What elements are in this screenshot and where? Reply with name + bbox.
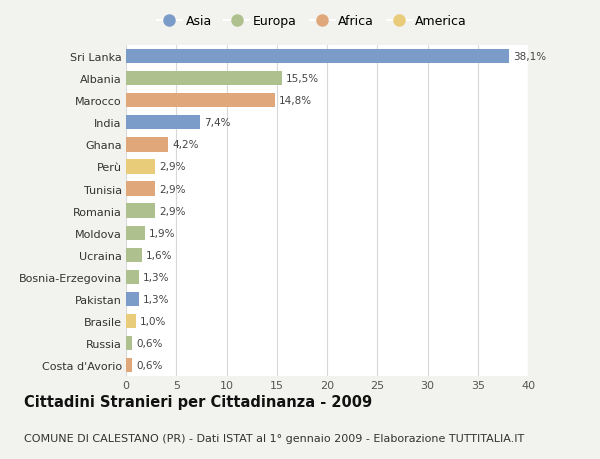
- Text: 0,6%: 0,6%: [136, 338, 163, 348]
- Bar: [126, 160, 155, 174]
- Text: Cittadini Stranieri per Cittadinanza - 2009: Cittadini Stranieri per Cittadinanza - 2…: [24, 394, 372, 409]
- Text: 1,0%: 1,0%: [140, 316, 166, 326]
- Bar: [126, 248, 142, 263]
- Text: 14,8%: 14,8%: [279, 96, 312, 106]
- Text: 2,9%: 2,9%: [159, 184, 185, 194]
- Bar: [126, 138, 168, 152]
- Bar: [126, 204, 155, 218]
- Bar: [126, 94, 275, 108]
- Bar: [126, 358, 132, 373]
- Text: 7,4%: 7,4%: [205, 118, 231, 128]
- Text: 1,6%: 1,6%: [146, 250, 173, 260]
- Bar: [126, 72, 282, 86]
- Bar: [126, 116, 200, 130]
- Text: 0,6%: 0,6%: [136, 360, 163, 370]
- Text: 4,2%: 4,2%: [172, 140, 199, 150]
- Bar: [126, 182, 155, 196]
- Bar: [126, 336, 132, 351]
- Text: 1,3%: 1,3%: [143, 294, 170, 304]
- Text: 2,9%: 2,9%: [159, 162, 185, 172]
- Text: 2,9%: 2,9%: [159, 206, 185, 216]
- Bar: [126, 314, 136, 329]
- Legend: Asia, Europa, Africa, America: Asia, Europa, Africa, America: [157, 16, 467, 28]
- Bar: [126, 50, 509, 64]
- Text: 1,9%: 1,9%: [149, 228, 176, 238]
- Text: 38,1%: 38,1%: [513, 52, 546, 62]
- Bar: [126, 270, 139, 285]
- Bar: [126, 292, 139, 307]
- Bar: [126, 226, 145, 241]
- Text: 15,5%: 15,5%: [286, 74, 319, 84]
- Text: COMUNE DI CALESTANO (PR) - Dati ISTAT al 1° gennaio 2009 - Elaborazione TUTTITAL: COMUNE DI CALESTANO (PR) - Dati ISTAT al…: [24, 433, 524, 442]
- Text: 1,3%: 1,3%: [143, 272, 170, 282]
